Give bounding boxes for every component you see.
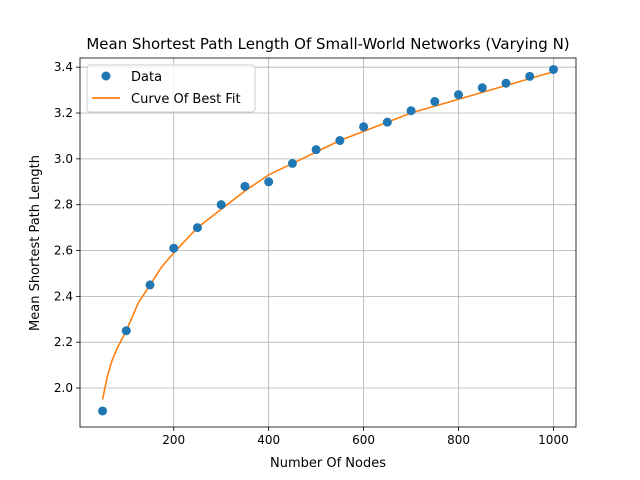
data-point <box>145 280 155 290</box>
data-point <box>240 181 250 191</box>
x-tick-label: 400 <box>257 433 280 447</box>
plot-frame <box>79 57 577 428</box>
data-point <box>477 83 487 93</box>
legend-label-fit: Curve Of Best Fit <box>131 92 241 107</box>
y-tick-label: 2.4 <box>54 289 73 303</box>
data-point <box>287 158 297 168</box>
data-point <box>548 64 558 74</box>
data-point <box>430 97 440 107</box>
y-tick-label: 2.2 <box>54 335 73 349</box>
grid <box>80 58 576 427</box>
legend-marker-data <box>101 71 111 81</box>
y-tick-label: 3.2 <box>54 106 73 120</box>
y-axis-label: Mean Shortest Path Length <box>28 155 43 331</box>
data-point <box>359 122 369 132</box>
data-points-layer <box>98 64 558 416</box>
data-point <box>406 106 416 116</box>
data-point <box>525 71 535 81</box>
data-point <box>192 223 202 233</box>
x-tick-label: 1000 <box>538 433 569 447</box>
legend-label-data: Data <box>131 70 162 85</box>
y-tick-label: 3.0 <box>54 152 73 166</box>
y-tick-label: 2.6 <box>54 244 73 258</box>
y-axis-ticks: 2.0 2.2 2.4 2.6 2.8 3.0 3.2 3.4 <box>54 60 80 395</box>
data-point <box>264 177 274 187</box>
data-point <box>501 78 511 88</box>
x-axis-label: Number Of Nodes <box>270 456 386 471</box>
data-point <box>216 200 226 210</box>
data-point <box>98 406 108 416</box>
best-fit-line <box>101 70 554 400</box>
data-point <box>121 326 131 336</box>
y-tick-label: 2.8 <box>54 198 73 212</box>
chart-title: Mean Shortest Path Length Of Small-World… <box>86 35 569 53</box>
legend-box <box>86 64 256 113</box>
y-tick-label: 2.0 <box>54 381 73 395</box>
data-point <box>454 90 464 100</box>
x-axis-ticks: 200 400 600 800 1000 <box>162 427 569 447</box>
y-tick-label: 3.4 <box>54 60 73 74</box>
fit-curve-layer <box>101 70 554 400</box>
x-tick-label: 200 <box>162 433 185 447</box>
data-point <box>169 243 179 253</box>
data-point <box>382 117 392 127</box>
legend: Data Curve Of Best Fit <box>86 64 256 113</box>
x-tick-label: 600 <box>352 433 375 447</box>
data-point <box>335 136 345 146</box>
data-point <box>311 145 321 155</box>
x-tick-label: 800 <box>447 433 470 447</box>
